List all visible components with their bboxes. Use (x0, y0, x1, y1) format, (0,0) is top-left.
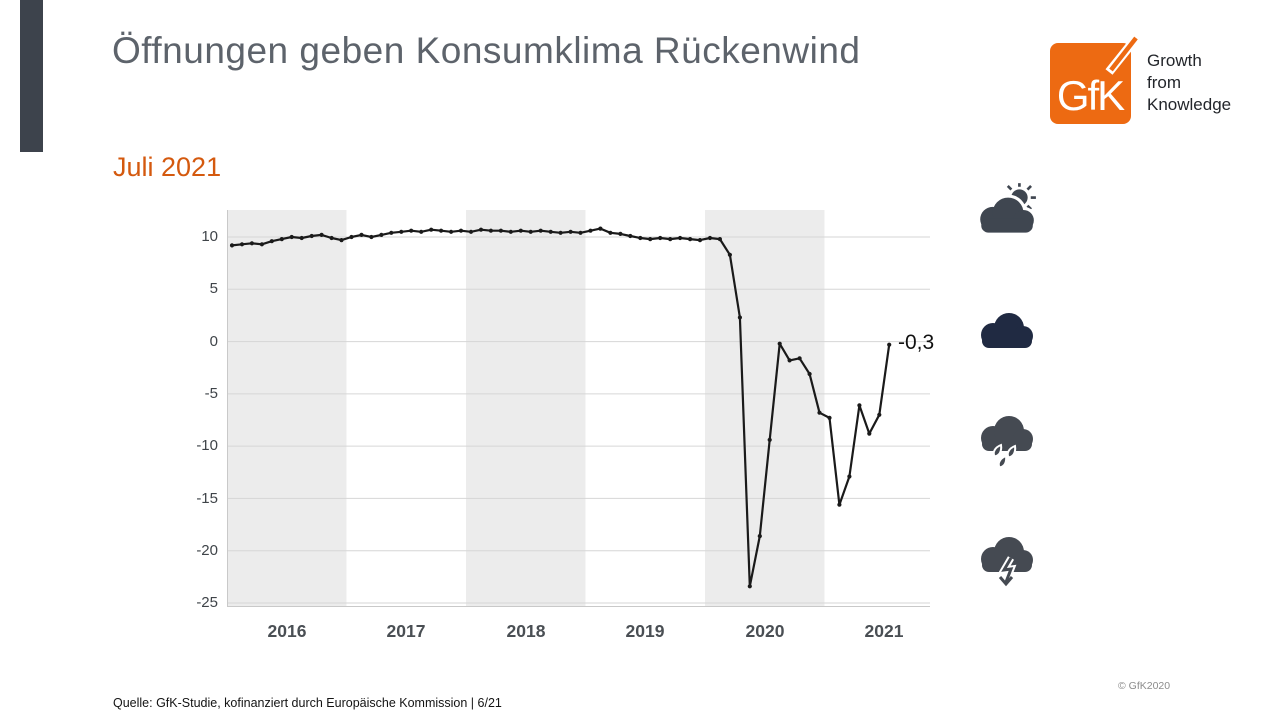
x-axis-year-label: 2021 (864, 621, 904, 641)
logo-tagline-line: Growth (1147, 51, 1202, 70)
y-axis-tick-label: -20 (196, 542, 218, 559)
logo-tagline-line: from (1147, 73, 1181, 92)
y-axis-tick-label: -10 (196, 437, 218, 454)
y-axis-tick-label: 5 (209, 280, 218, 297)
x-axis-year-label: 2016 (267, 621, 307, 641)
subtitle-month: Juli 2021 (113, 152, 222, 182)
sun-rays (1006, 183, 1036, 211)
dark-cloud-icon (981, 313, 1033, 348)
down-arrow (997, 556, 1017, 590)
x-axis-year-label: 2018 (506, 621, 546, 641)
page-title: Öffnungen geben Konsumklima Rückenwind (112, 30, 861, 71)
line-chart-plot-area (227, 210, 930, 607)
y-axis-tick-label: -15 (196, 490, 218, 507)
logo-text: GfK (1057, 72, 1125, 119)
gfk-logo: GfK Growth from Knowledge (1040, 18, 1280, 133)
source-note: Quelle: GfK-Studie, kofinanziert durch E… (113, 696, 502, 710)
logo-tagline-line: Knowledge (1147, 95, 1232, 114)
y-axis-tick-label: 0 (209, 333, 218, 350)
cloud-down-arrow-icon (981, 537, 1033, 590)
cloud-shape (980, 197, 1034, 233)
logo-tagline: Growth from Knowledge (1147, 50, 1231, 116)
x-axis-year-label: 2020 (745, 621, 785, 641)
y-axis-tick-label: -25 (196, 594, 218, 611)
x-axis-year-label: 2017 (386, 621, 426, 641)
accent-bar (20, 0, 43, 152)
sun-behind-cloud-icon (977, 183, 1037, 235)
rain-drops (992, 443, 1017, 469)
cloud-shape (981, 416, 1033, 451)
y-axis-tick-label: -5 (204, 385, 218, 402)
x-axis-year-label: 2019 (625, 621, 665, 641)
copyright-note: © GfK2020 (1118, 680, 1171, 692)
y-axis-tick-label: 10 (201, 228, 218, 245)
gfk-logo-mark: GfK (1050, 34, 1141, 124)
rain-cloud-icon (981, 416, 1033, 469)
last-value-label: -0,3 (898, 331, 935, 354)
logo-accent-stroke (1109, 36, 1138, 72)
cloud-shape (981, 313, 1033, 348)
